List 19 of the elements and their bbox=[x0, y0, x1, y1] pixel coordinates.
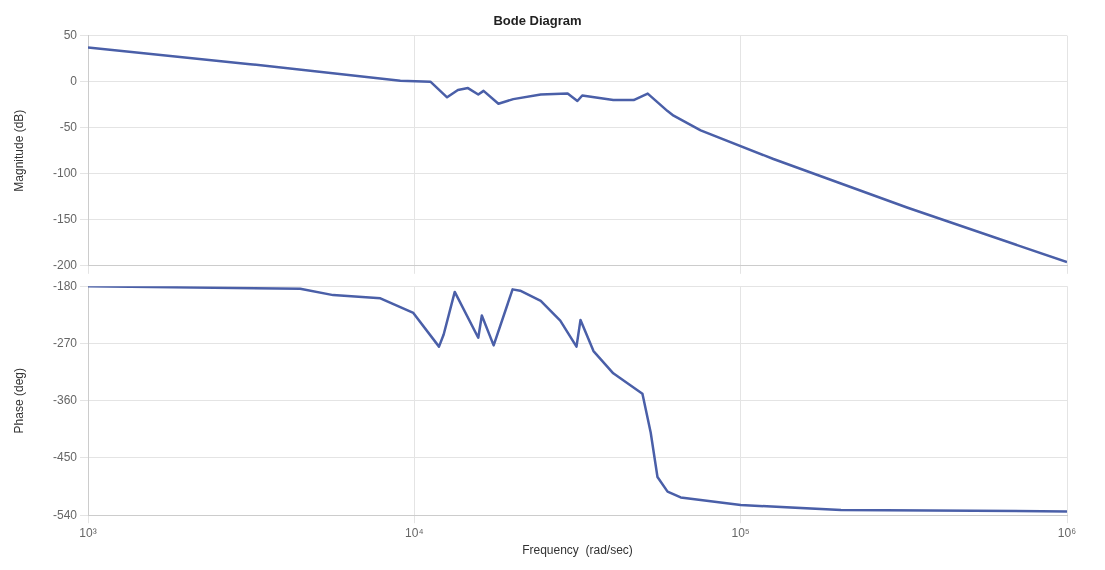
y-tick-label: -450 bbox=[52, 450, 78, 465]
y-tick-label: 0 bbox=[70, 73, 78, 88]
y-tick-label: -540 bbox=[52, 507, 78, 522]
y-tick-label: -270 bbox=[52, 335, 78, 350]
y-tick-label: 50 bbox=[63, 27, 78, 42]
x-tick-label: 10⁶ bbox=[1057, 525, 1077, 540]
x-tick-label: 10³ bbox=[79, 525, 97, 540]
x-tick-label: 10⁴ bbox=[405, 525, 424, 540]
y-tick-label: -360 bbox=[52, 393, 78, 408]
y-tick-label: -180 bbox=[52, 278, 78, 293]
y-tick-label: -200 bbox=[52, 258, 78, 273]
chart-title: Bode Diagram bbox=[493, 13, 582, 29]
x-tick-label: 10⁵ bbox=[731, 525, 750, 540]
y-tick-label: -150 bbox=[52, 212, 78, 227]
x-axis-title: Frequency (rad/sec) bbox=[522, 543, 633, 558]
y-axis-title: Phase (deg) bbox=[11, 368, 26, 434]
y-axis-title: Magnitude (dB) bbox=[11, 109, 26, 192]
y-tick-label: -100 bbox=[52, 166, 78, 181]
y-tick-label: -50 bbox=[59, 119, 78, 134]
